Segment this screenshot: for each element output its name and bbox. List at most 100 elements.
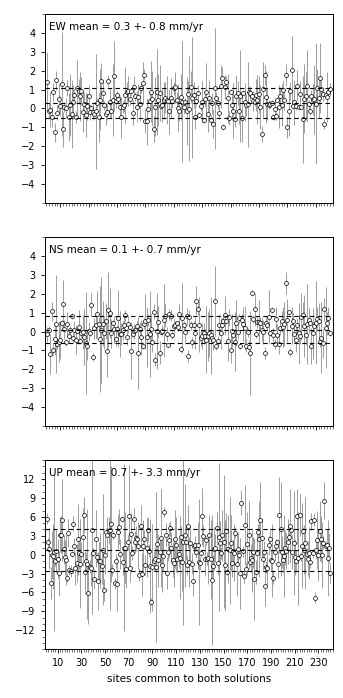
Point <box>189 337 195 348</box>
Point <box>168 311 174 322</box>
Point <box>176 548 181 559</box>
Point <box>168 92 174 103</box>
Point <box>312 592 318 603</box>
Point <box>327 84 333 95</box>
Point <box>88 563 94 574</box>
Point <box>240 87 246 98</box>
Point <box>293 555 299 566</box>
Point <box>226 311 232 322</box>
Point <box>157 87 162 98</box>
Point <box>313 98 318 110</box>
Point <box>321 304 327 315</box>
Point <box>292 328 297 339</box>
Point <box>125 537 130 548</box>
Point <box>272 104 277 115</box>
Point <box>123 89 128 101</box>
Point <box>62 101 67 112</box>
Point <box>277 91 283 102</box>
Point <box>244 340 249 351</box>
Point <box>238 91 243 102</box>
Point <box>307 556 313 567</box>
Point <box>50 344 56 355</box>
Point <box>291 537 296 549</box>
Point <box>58 101 63 112</box>
Point <box>245 98 250 110</box>
Point <box>96 318 101 329</box>
Point <box>306 315 311 326</box>
Point <box>303 91 308 102</box>
Point <box>238 341 243 352</box>
Point <box>143 559 148 570</box>
Point <box>313 317 318 328</box>
Point <box>187 103 192 114</box>
Point <box>223 526 229 537</box>
Point <box>147 95 152 106</box>
Point <box>59 318 64 329</box>
Point <box>300 526 306 537</box>
Point <box>93 320 98 331</box>
Point <box>86 91 91 102</box>
Point <box>95 575 101 586</box>
Point <box>178 532 184 543</box>
Point <box>319 332 324 343</box>
Point <box>96 555 102 566</box>
Point <box>170 554 175 565</box>
Point <box>304 549 309 560</box>
Point <box>106 304 111 315</box>
Point <box>145 104 151 115</box>
Point <box>216 107 222 119</box>
Point <box>52 127 57 138</box>
Point <box>303 329 308 341</box>
Point <box>87 327 93 339</box>
Point <box>143 115 148 126</box>
Point <box>76 86 81 97</box>
Point <box>111 70 117 82</box>
Point <box>320 89 326 100</box>
Point <box>230 329 236 341</box>
Point <box>266 540 271 551</box>
Point <box>301 94 307 105</box>
Point <box>93 533 98 544</box>
Point <box>112 577 117 588</box>
Point <box>66 527 71 538</box>
Point <box>301 544 307 556</box>
Point <box>208 554 213 565</box>
Point <box>173 320 178 331</box>
Point <box>117 102 122 113</box>
Point <box>137 98 142 110</box>
Point <box>47 543 52 554</box>
Point <box>80 327 86 338</box>
Point <box>172 533 178 544</box>
Point <box>114 579 120 590</box>
Point <box>120 325 126 336</box>
Point <box>279 100 284 111</box>
Point <box>144 332 150 343</box>
Point <box>235 543 240 554</box>
Point <box>318 533 323 544</box>
Point <box>45 537 51 548</box>
Point <box>237 567 243 579</box>
Point <box>66 112 71 123</box>
Point <box>224 566 230 577</box>
Point <box>185 88 191 99</box>
Point <box>262 348 267 359</box>
Point <box>96 112 101 123</box>
Point <box>102 549 108 560</box>
Point <box>133 325 138 336</box>
Point <box>242 96 247 107</box>
Point <box>84 101 90 112</box>
Point <box>114 89 120 101</box>
Point <box>269 304 274 315</box>
Point <box>290 315 296 327</box>
Point <box>151 555 156 566</box>
Point <box>89 299 94 310</box>
Point <box>139 569 144 580</box>
Point <box>262 581 268 592</box>
Point <box>239 315 245 326</box>
Point <box>209 574 214 586</box>
Point <box>141 534 147 545</box>
Point <box>310 94 316 105</box>
Point <box>275 329 280 341</box>
Point <box>246 529 251 540</box>
Point <box>61 544 66 555</box>
